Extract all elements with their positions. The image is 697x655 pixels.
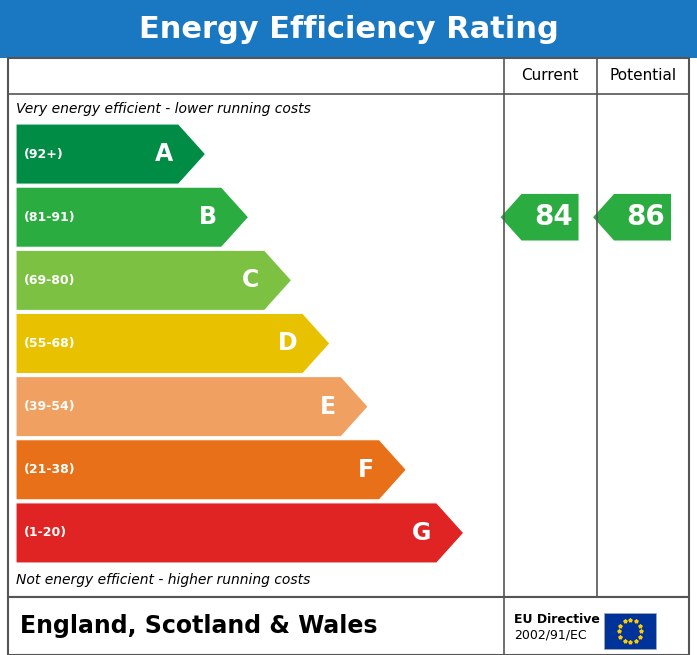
Text: EU Directive: EU Directive [514, 612, 600, 626]
Polygon shape [500, 193, 579, 241]
Text: (81-91): (81-91) [24, 211, 76, 224]
Text: Not energy efficient - higher running costs: Not energy efficient - higher running co… [16, 573, 310, 587]
Text: (39-54): (39-54) [24, 400, 76, 413]
Bar [8, 597, 689, 655]
Text: Current: Current [521, 69, 579, 83]
Text: F: F [358, 458, 374, 482]
Text: (69-80): (69-80) [24, 274, 75, 287]
Text: 86: 86 [627, 203, 665, 231]
Polygon shape [16, 124, 206, 184]
Bar [604, 613, 656, 649]
Text: (21-38): (21-38) [24, 463, 76, 476]
Text: A: A [155, 142, 174, 166]
Polygon shape [16, 440, 406, 500]
Bar [8, 58, 689, 597]
Text: 2002/91/EC: 2002/91/EC [514, 628, 587, 641]
Text: (55-68): (55-68) [24, 337, 76, 350]
Polygon shape [16, 187, 249, 248]
Text: C: C [243, 269, 259, 292]
Polygon shape [16, 250, 291, 310]
Text: B: B [199, 205, 217, 229]
Text: Energy Efficiency Rating: Energy Efficiency Rating [139, 14, 558, 43]
Polygon shape [592, 193, 672, 241]
Text: (92+): (92+) [24, 147, 63, 160]
Text: England, Scotland & Wales: England, Scotland & Wales [20, 614, 378, 638]
Text: G: G [412, 521, 431, 545]
Polygon shape [16, 503, 464, 563]
Text: 84: 84 [534, 203, 573, 231]
Text: Very energy efficient - lower running costs: Very energy efficient - lower running co… [16, 102, 311, 116]
Text: D: D [278, 331, 298, 356]
Bar [0, 0, 697, 58]
Text: E: E [320, 395, 336, 419]
Text: (1-20): (1-20) [24, 527, 67, 540]
Text: Potential: Potential [609, 69, 676, 83]
Polygon shape [16, 314, 330, 373]
Polygon shape [16, 377, 368, 437]
